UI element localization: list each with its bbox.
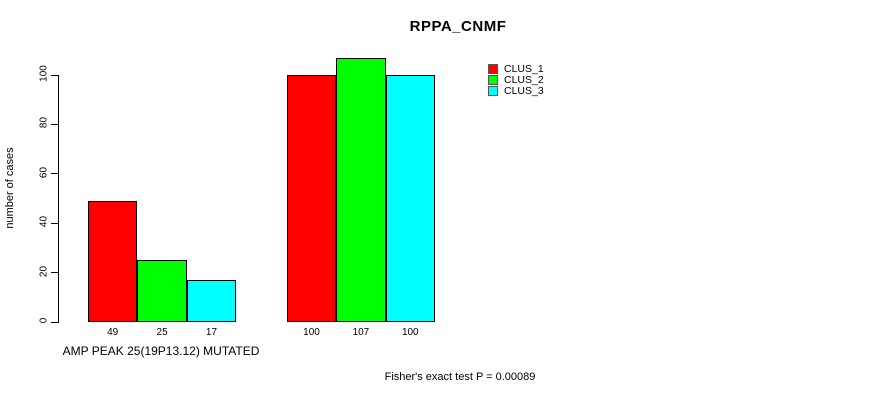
legend-swatch-icon: [488, 86, 498, 96]
fisher-test-annotation: Fisher's exact test P = 0.00089: [384, 371, 536, 383]
legend-item-label: CLUS_2: [504, 74, 544, 86]
y-tick: [51, 123, 58, 125]
y-tick: [51, 222, 58, 224]
bar-clus_3-group2: [385, 75, 435, 322]
y-axis-line: [58, 75, 59, 323]
bar-clus_2-group1: [137, 260, 187, 322]
y-tick: [51, 321, 58, 323]
bar-value-label: 17: [205, 327, 218, 338]
y-tick: [51, 272, 58, 274]
bar-value-label: 25: [156, 327, 168, 338]
bar-clus_3-group1: [186, 280, 237, 322]
y-tick-label: 100: [38, 65, 50, 82]
legend-item-clus_1: CLUS_1: [488, 64, 544, 74]
legend-swatch-icon: [488, 75, 498, 85]
y-axis-label: number of cases: [4, 147, 16, 229]
legend-item-clus_3: CLUS_3: [488, 86, 544, 96]
bar-value-label: 100: [401, 327, 419, 338]
chart-title: RPPA_CNMF: [409, 18, 507, 35]
bar-clus_1-group1: [88, 200, 138, 322]
legend-item-label: CLUS_3: [504, 85, 544, 97]
bar-clus_2-group2: [336, 57, 386, 322]
legend-item-label: CLUS_1: [504, 63, 544, 75]
x-axis-label: AMP PEAK 25(19P13.12) MUTATED: [62, 344, 260, 358]
bar-value-label: 100: [303, 327, 320, 338]
bar-value-label: 107: [352, 327, 370, 338]
legend-item-clus_2: CLUS_2: [488, 75, 544, 85]
bar-clus_1-group2: [286, 75, 337, 322]
y-tick: [51, 74, 58, 76]
legend: CLUS_1 CLUS_2 CLUS_3: [488, 64, 544, 97]
y-tick: [51, 173, 58, 175]
legend-swatch-icon: [488, 64, 498, 74]
bar-value-label: 49: [107, 327, 119, 338]
